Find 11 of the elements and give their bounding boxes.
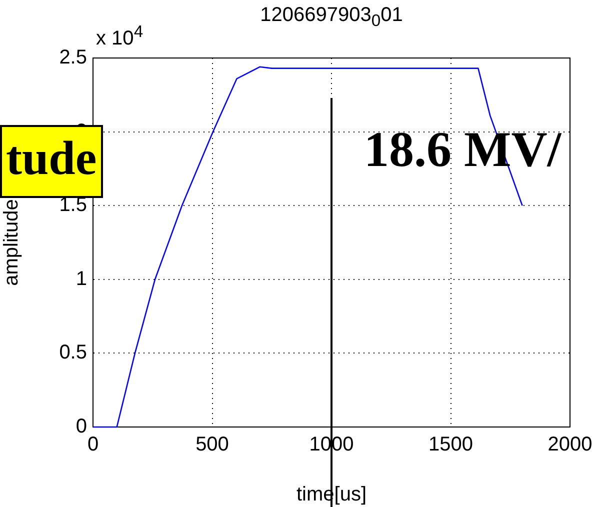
x-tick-label: 500: [196, 434, 229, 456]
y-tick-label: 0: [76, 416, 87, 438]
x-tick-label: 1500: [428, 434, 473, 456]
y-tick-label: 0.5: [59, 342, 87, 364]
x-tick-label: 2000: [548, 434, 592, 456]
y-tick-label: 2.5: [59, 46, 87, 69]
y-axis-title: amplitude: [0, 199, 23, 286]
chart-title: 1206697903$_{0}$01: [260, 4, 403, 30]
annotation: tude: [6, 132, 97, 185]
y-tick-label: 1: [76, 268, 87, 290]
text: x 10$^{4}$: [96, 22, 144, 51]
